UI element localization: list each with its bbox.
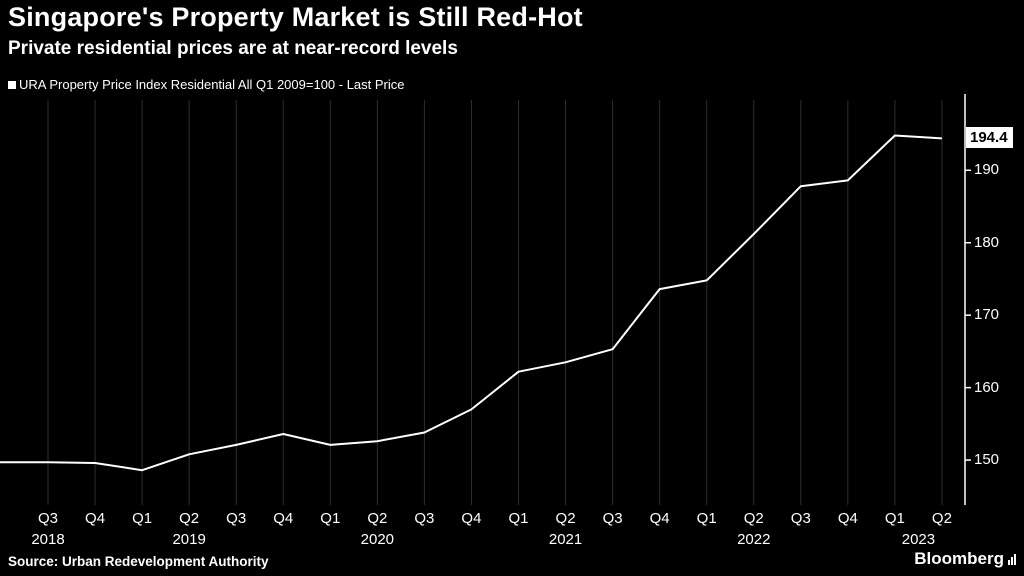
x-axis-quarter-label: Q4 [85,510,106,527]
last-price-badge: 194.4 [966,127,1013,149]
x-axis-quarter-label: Q3 [37,510,59,527]
x-axis-quarter-label: Q2 [743,510,764,527]
x-axis-quarter-label: Q4 [461,510,482,527]
x-axis-year-label: 2021 [548,531,583,548]
x-axis-quarter-label: Q3 [414,510,435,527]
x-axis-quarter-label: Q2 [179,510,200,527]
last-price-value: 194.4 [970,129,1008,147]
x-axis-quarter-label: Q3 [226,510,247,527]
x-axis-quarter-label: Q3 [790,510,811,527]
x-axis-year-label: 2019 [172,531,206,548]
x-axis-quarter-label: Q3 [602,510,623,527]
x-axis-quarter-label: Q1 [320,510,341,527]
bloomberg-wordmark: Bloomberg [914,549,1004,568]
x-axis-quarter-label: Q2 [555,510,576,527]
x-axis-quarter-labels: Q3 Q4 Q1 Q2 Q3 Q4 Q1 Q2 Q3 Q4 Q1 Q2 Q3 Q4 Q1 Q2 Q3 Q4 Q1 Q2 [0,510,1024,528]
x-axis-quarter-label: Q1 [132,510,153,527]
x-axis-year-label: 2020 [360,531,395,548]
x-axis-quarter-label: Q4 [649,510,670,527]
x-axis-year-label: 2018 [31,531,65,548]
source-note: Source: Urban Redevelopment Authority [8,554,269,569]
legend: URA Property Price Index Residential All… [8,77,405,92]
x-axis-quarter-label: Q1 [508,510,529,527]
x-axis-year-label: 2023 [901,531,936,548]
x-axis-quarter-label: Q1 [696,510,717,527]
legend-label: URA Property Price Index Residential All… [19,77,405,92]
x-axis-year-labels: 2018 2019 2020 2021 2022 2023 [0,531,1024,549]
x-axis-year-label: 2022 [737,531,771,548]
x-axis-quarter-label: Q4 [273,510,294,527]
x-axis-quarter-label: Q1 [884,510,905,527]
bloomberg-terminal-bars-icon [1008,553,1016,565]
legend-marker-icon [8,80,16,89]
x-axis-quarter-label: Q2 [367,510,388,527]
bloomberg-logo: Bloomberg [914,549,1016,569]
x-axis-quarter-label: Q4 [837,510,858,527]
chart-subtitle: Private residential prices are at near-r… [8,38,458,59]
price-index-line [0,134,942,472]
x-axis-quarter-label: Q2 [931,510,952,527]
chart-title: Singapore's Property Market is Still Red… [8,2,583,32]
